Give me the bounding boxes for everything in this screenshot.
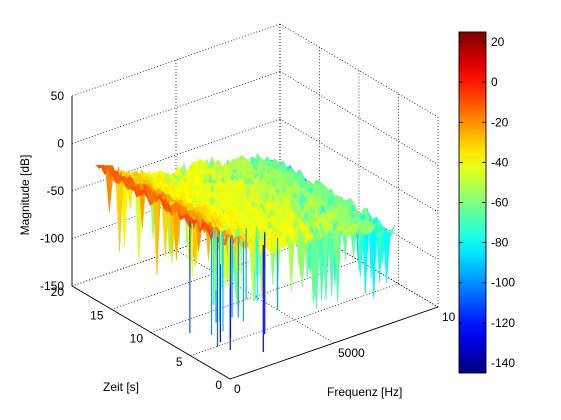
grid-line xyxy=(279,213,439,308)
colorbar-tick-label: 0 xyxy=(491,75,498,89)
z-tick-label: 0 xyxy=(57,137,64,151)
z-tick-label: -100 xyxy=(40,232,64,246)
grid-line xyxy=(279,71,439,165)
x-tick-label: 5000 xyxy=(338,346,365,360)
y-tick-label: 0 xyxy=(215,378,222,392)
colorbar-scale xyxy=(458,31,487,374)
colorbar-tick-label: -60 xyxy=(491,196,509,210)
z-tick-label: -50 xyxy=(47,184,65,198)
grid-line xyxy=(71,23,281,97)
colorbar-tick-label: 20 xyxy=(491,35,505,49)
colorbar-tick-label: -40 xyxy=(491,155,509,169)
x-tick-label: 10 xyxy=(442,310,456,324)
colorbar-tick-label: -100 xyxy=(491,276,515,290)
grid-line xyxy=(111,236,320,310)
y-axis-label: Zeit [s] xyxy=(103,380,139,394)
axis-ticks: -150 -100 -50 0 50 0 5 10 15 20 0 5000 10 xyxy=(40,89,456,396)
grid-line xyxy=(279,118,439,213)
z-axis-label: Magnitude [dB] xyxy=(18,155,32,236)
y-tick-label: 20 xyxy=(51,285,65,299)
x-axis-line xyxy=(229,306,439,380)
grid-line xyxy=(175,249,335,344)
grid-line xyxy=(279,23,439,118)
colorbar-tick-label: -140 xyxy=(491,356,515,370)
colorbar: 20 0 -20 -40 -60 -80 -100 -120 -140 xyxy=(458,31,515,374)
y-tick-label: 10 xyxy=(130,332,144,346)
x-axis-label: Frequenz [Hz] xyxy=(327,385,402,399)
y-axis-line xyxy=(71,285,231,380)
colorbar-tick-label: -20 xyxy=(491,115,509,129)
surface-patch xyxy=(388,224,396,235)
colorbar-tick-label: -120 xyxy=(491,316,515,330)
x-tick-label: 0 xyxy=(234,382,241,396)
grid-line xyxy=(71,71,281,144)
grid-line xyxy=(190,283,399,357)
y-tick-label: 5 xyxy=(176,355,183,369)
colorbar-tick-label: -80 xyxy=(491,236,509,250)
surface-patch xyxy=(328,230,335,298)
z-tick-label: -150 xyxy=(40,279,64,293)
surface-plot xyxy=(94,152,396,353)
z-tick-label: 50 xyxy=(51,89,65,103)
y-tick-label: 15 xyxy=(90,308,104,322)
